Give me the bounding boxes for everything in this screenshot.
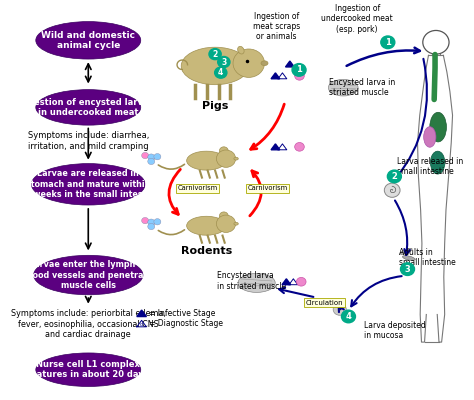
Circle shape: [154, 154, 161, 160]
Circle shape: [333, 304, 346, 315]
Text: Ingestion of
undercooked meat
(esp. pork): Ingestion of undercooked meat (esp. pork…: [321, 4, 393, 34]
Circle shape: [148, 158, 155, 164]
Ellipse shape: [31, 164, 145, 205]
Circle shape: [341, 310, 356, 323]
Text: Ingestion of
meat scraps
or animals: Ingestion of meat scraps or animals: [253, 12, 300, 42]
Text: Larvae are released in
stomach and mature within
1-2 weeks in the small intestin: Larvae are released in stomach and matur…: [16, 170, 161, 199]
Ellipse shape: [237, 46, 244, 54]
Circle shape: [215, 67, 227, 78]
Text: Injestion of encysted larvae
in undercooked meat: Injestion of encysted larvae in undercoo…: [22, 98, 155, 117]
Polygon shape: [271, 144, 280, 150]
Text: d: d: [140, 322, 143, 327]
Text: Carnivorism: Carnivorism: [247, 185, 288, 191]
Ellipse shape: [234, 157, 238, 160]
Text: = Diagnostic Stage: = Diagnostic Stage: [149, 319, 223, 328]
Ellipse shape: [261, 61, 268, 66]
Circle shape: [217, 150, 236, 167]
Circle shape: [217, 215, 236, 232]
Text: 2: 2: [392, 172, 397, 181]
Text: Wild and domestic
animal cycle: Wild and domestic animal cycle: [41, 31, 135, 50]
Text: Encysted larva in
striated muscle: Encysted larva in striated muscle: [329, 78, 395, 97]
Ellipse shape: [424, 127, 436, 147]
Circle shape: [148, 219, 155, 225]
Text: 2: 2: [212, 50, 218, 59]
Ellipse shape: [328, 79, 358, 96]
Circle shape: [148, 154, 155, 160]
Circle shape: [142, 218, 149, 224]
Circle shape: [384, 183, 400, 197]
Text: 1: 1: [296, 66, 302, 74]
Ellipse shape: [36, 353, 141, 386]
Circle shape: [218, 56, 230, 68]
Ellipse shape: [181, 47, 249, 85]
Text: Encysted larva
in striated muscle: Encysted larva in striated muscle: [217, 271, 286, 291]
Ellipse shape: [234, 222, 238, 225]
Ellipse shape: [238, 274, 275, 292]
Text: Adults in
small intestine: Adults in small intestine: [399, 248, 456, 267]
Ellipse shape: [402, 256, 415, 260]
Polygon shape: [137, 310, 146, 316]
Text: 3: 3: [221, 58, 227, 66]
Ellipse shape: [400, 248, 412, 254]
Circle shape: [292, 64, 306, 76]
Circle shape: [295, 142, 304, 151]
Ellipse shape: [34, 255, 143, 295]
Text: Carnivorism: Carnivorism: [178, 185, 218, 191]
Circle shape: [381, 36, 395, 49]
Ellipse shape: [430, 112, 447, 142]
Text: = Infective Stage: = Infective Stage: [149, 309, 215, 318]
Text: 4: 4: [218, 68, 223, 77]
Circle shape: [219, 147, 228, 155]
Text: Symptoms include: periorbital edema,
fever, eosinophilia, occasional CNS
and car: Symptoms include: periorbital edema, fev…: [11, 310, 166, 339]
Polygon shape: [271, 73, 280, 79]
Text: Rodents: Rodents: [181, 246, 232, 256]
Ellipse shape: [187, 216, 226, 235]
Text: Larva deposited
in mucosa: Larva deposited in mucosa: [364, 320, 426, 340]
Text: 3: 3: [405, 265, 410, 274]
Ellipse shape: [36, 90, 141, 125]
Text: Larva released in
small intestine: Larva released in small intestine: [397, 157, 463, 176]
Text: Pigs: Pigs: [202, 102, 228, 112]
Ellipse shape: [36, 22, 141, 59]
Text: Symptoms include: diarrhea,
irritation, and mild cramping: Symptoms include: diarrhea, irritation, …: [27, 131, 149, 151]
Ellipse shape: [187, 151, 226, 170]
Circle shape: [148, 223, 155, 230]
Text: Larvae enter the lymph or
blood vessels and penetrate
muscle cells: Larvae enter the lymph or blood vessels …: [24, 260, 153, 290]
Polygon shape: [282, 279, 291, 285]
Circle shape: [209, 49, 221, 60]
Text: Circulation: Circulation: [306, 300, 343, 306]
Circle shape: [142, 152, 149, 159]
Circle shape: [401, 263, 414, 276]
Circle shape: [295, 72, 304, 80]
Circle shape: [154, 219, 161, 225]
Text: 1: 1: [385, 38, 391, 47]
Ellipse shape: [430, 151, 445, 174]
Text: 4: 4: [346, 312, 351, 321]
Polygon shape: [285, 61, 294, 67]
Circle shape: [219, 212, 228, 220]
Circle shape: [296, 278, 306, 286]
Text: Nurse cell L1 complex
matures in about 20 days: Nurse cell L1 complex matures in about 2…: [28, 360, 148, 380]
Circle shape: [387, 170, 401, 183]
Circle shape: [233, 49, 264, 78]
